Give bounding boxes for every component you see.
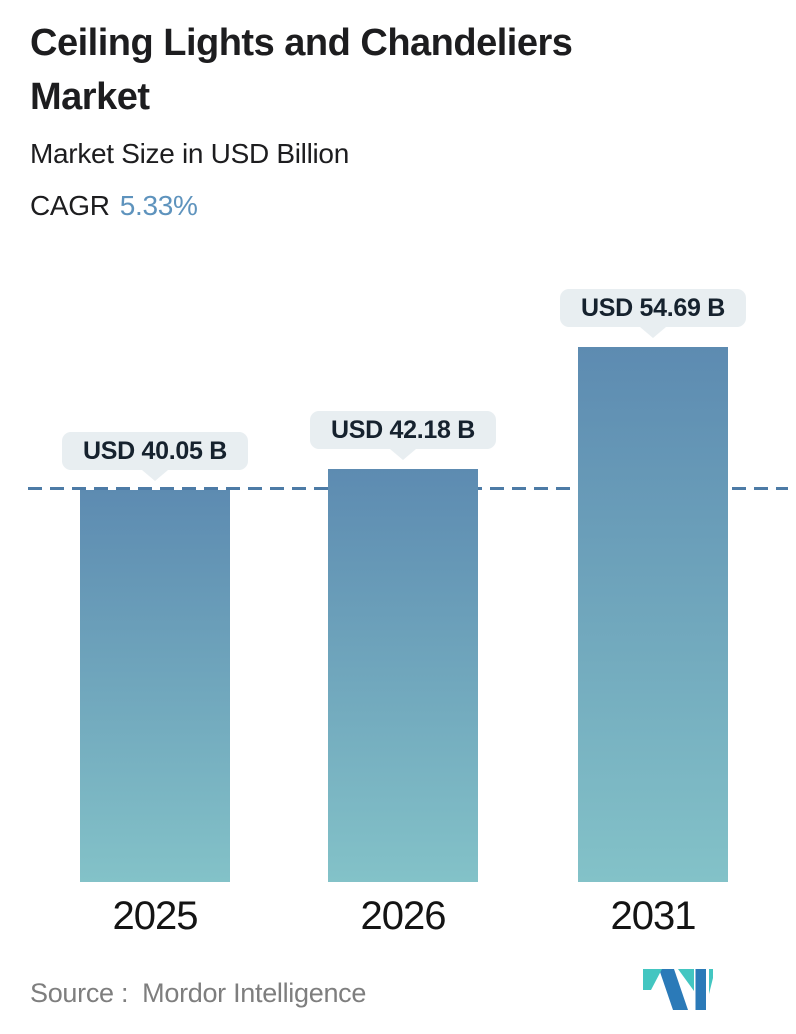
- bar-value-label: USD 54.69 B: [581, 294, 725, 322]
- bar: [80, 490, 230, 882]
- callout-tail-icon: [640, 327, 666, 338]
- x-axis-tick-label: 2031: [610, 894, 697, 938]
- cagr-label: CAGR: [30, 190, 110, 221]
- bar-value-label: USD 40.05 B: [83, 437, 227, 465]
- source-label: Source :: [30, 978, 129, 1008]
- source-attribution: Source : Mordor Intelligence: [30, 978, 366, 1009]
- bar-value-callout: USD 54.69 B: [560, 289, 746, 338]
- x-axis-tick-label: 2026: [360, 894, 447, 938]
- x-axis-tick-label: 2025: [112, 894, 199, 938]
- bar-value-callout: USD 40.05 B: [62, 432, 248, 481]
- page-title: Ceiling Lights and Chandeliers Market: [30, 22, 573, 118]
- chart-subtitle: Market Size in USD Billion: [30, 138, 349, 169]
- callout-tail-icon: [142, 470, 168, 481]
- bar: [328, 469, 478, 882]
- bar-value-callout: USD 42.18 B: [310, 411, 496, 460]
- bar: [578, 347, 728, 882]
- mordor-intelligence-logo-icon: [643, 969, 713, 1010]
- callout-tail-icon: [390, 449, 416, 460]
- source-value: Mordor Intelligence: [142, 978, 367, 1008]
- cagr-row: CAGR 5.33%: [30, 190, 198, 222]
- cagr-value: 5.33%: [119, 190, 198, 221]
- bar-value-label: USD 42.18 B: [331, 416, 475, 444]
